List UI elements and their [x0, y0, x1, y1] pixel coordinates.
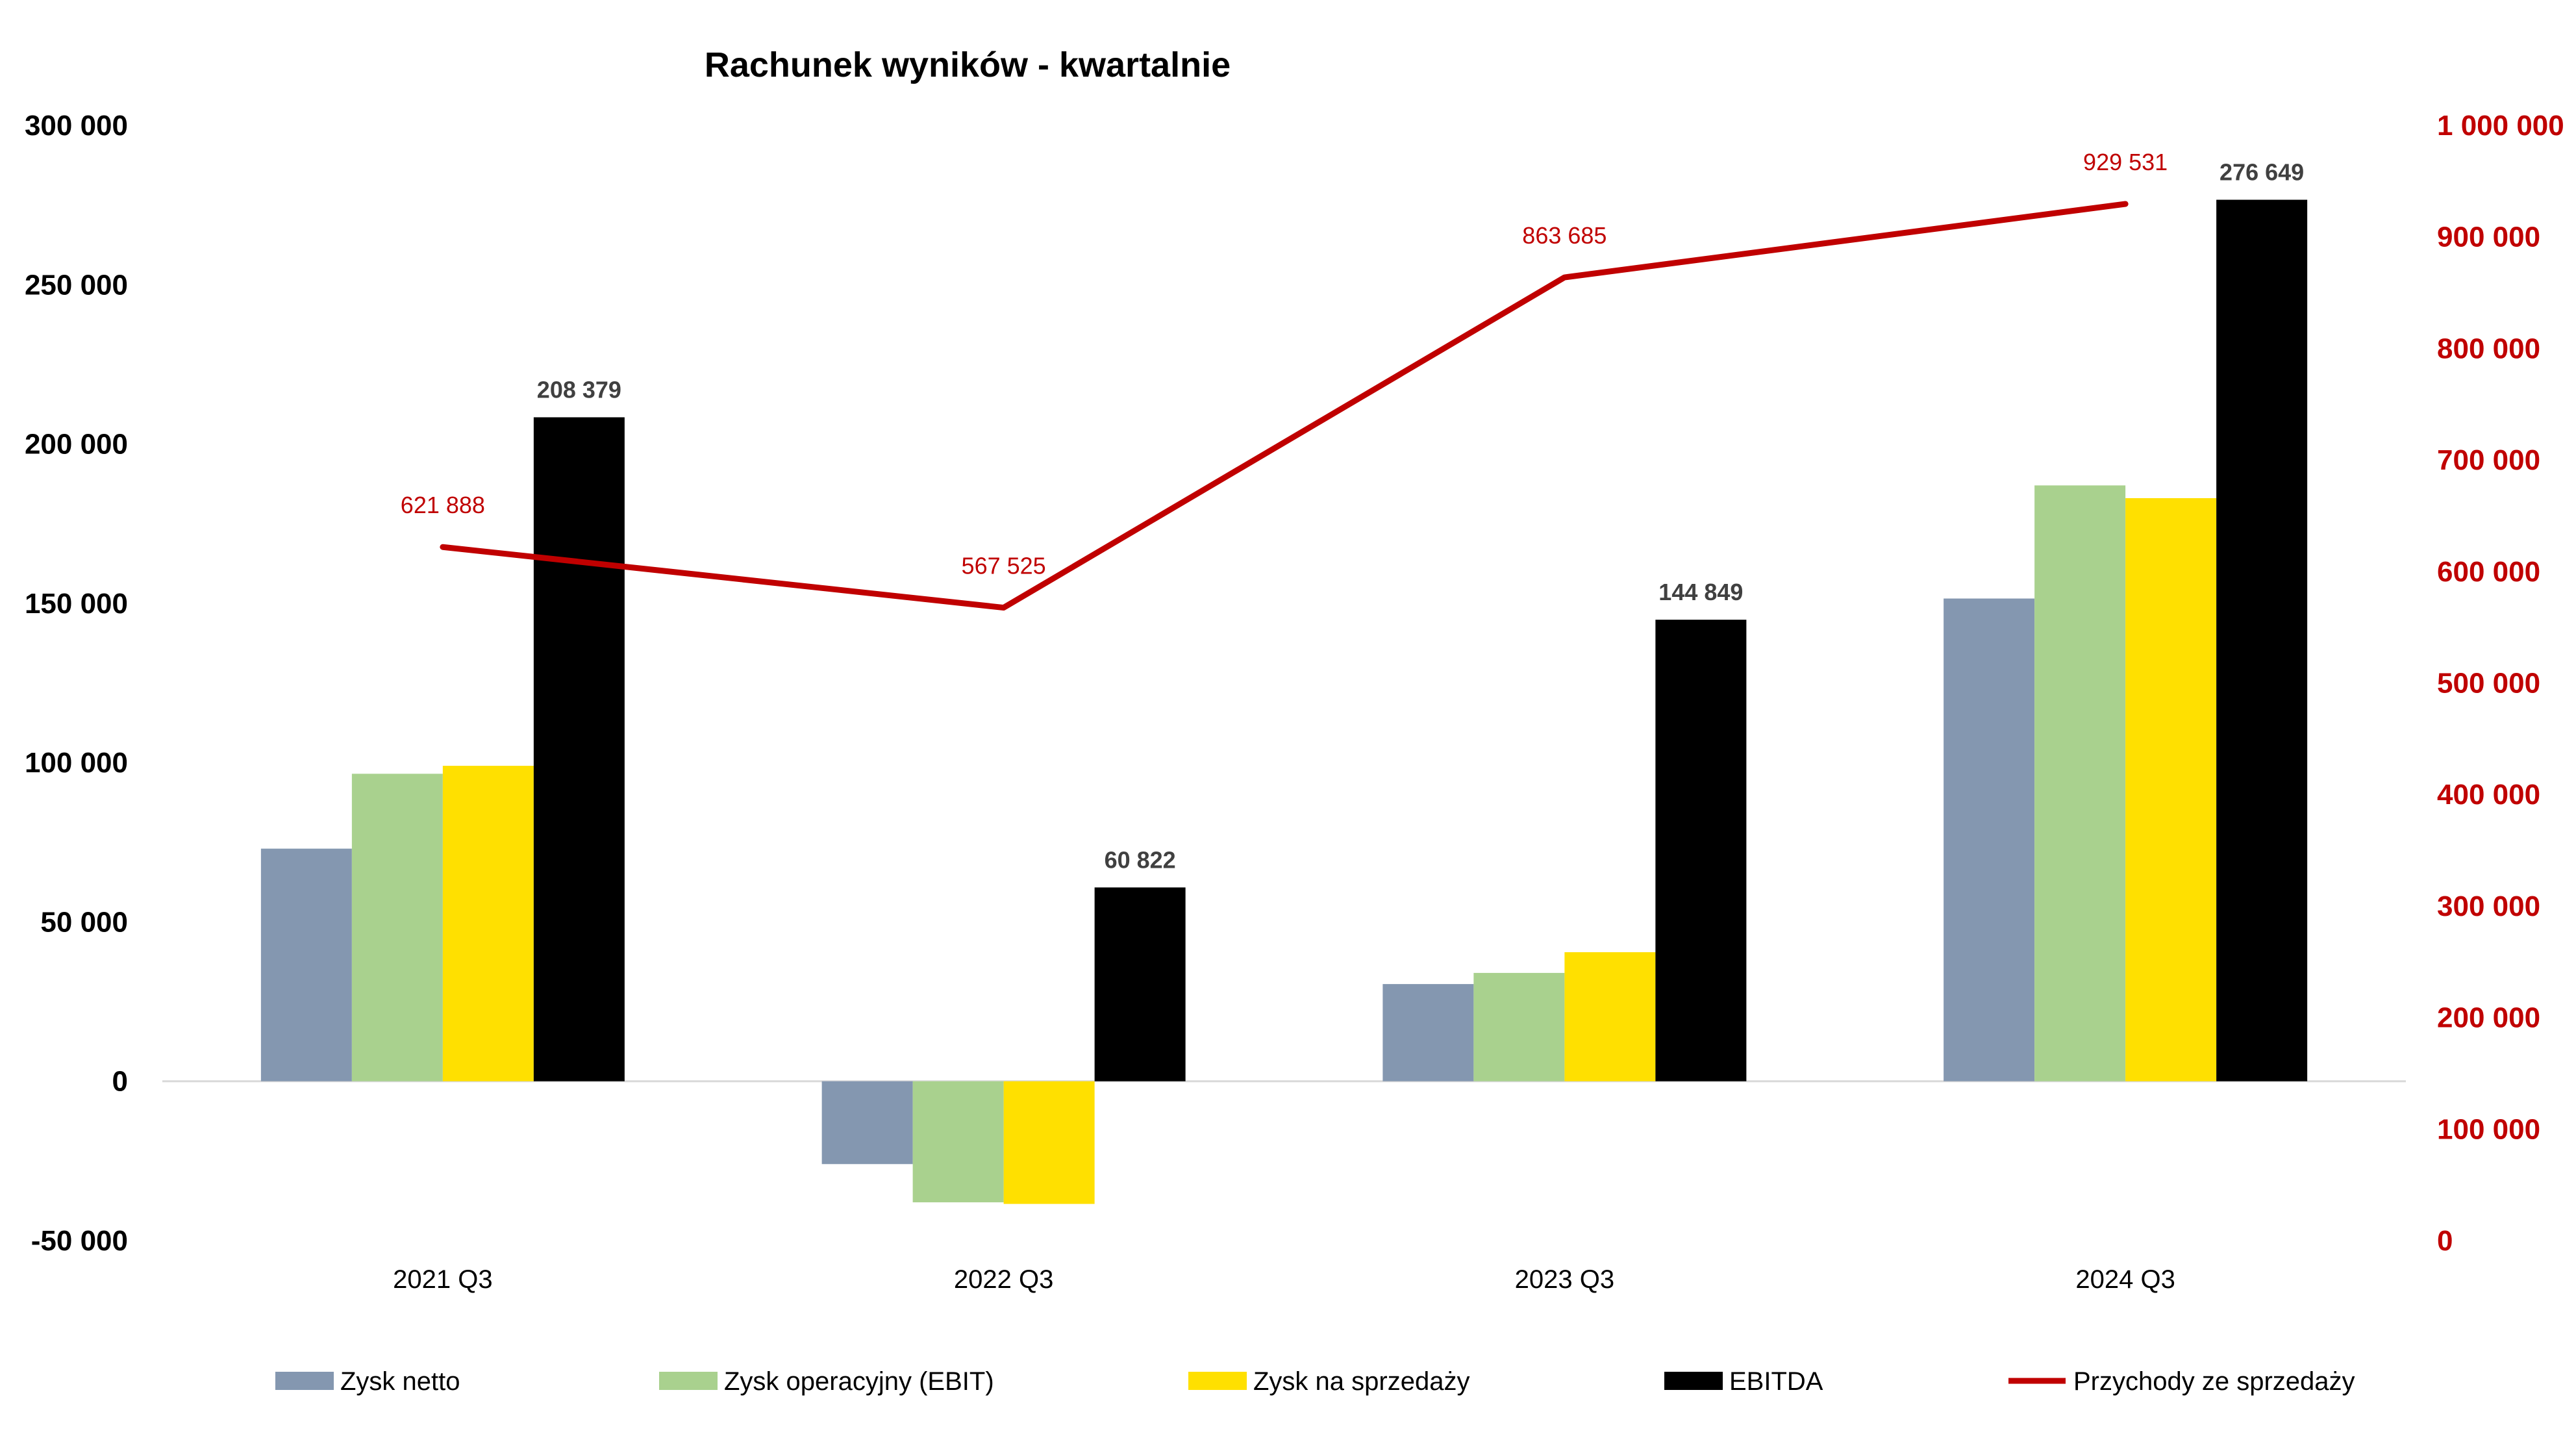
legend-swatch [1664, 1372, 1723, 1390]
y-right-tick-label: 900 000 [2437, 221, 2540, 253]
bar-zysk-netto [821, 1081, 913, 1165]
y-right-tick-label: 600 000 [2437, 556, 2540, 588]
y-right-tick-label: 300 000 [2437, 890, 2540, 922]
y-right-tick-label: 400 000 [2437, 779, 2540, 811]
y-right-tick-label: 200 000 [2437, 1002, 2540, 1034]
line-data-label: 567 525 [962, 553, 1046, 579]
line-data-label: 621 888 [401, 492, 485, 518]
revenue-line [440, 201, 2129, 611]
y-left-tick-label: 200 000 [25, 429, 128, 461]
y-left-tick-label: -50 000 [31, 1225, 128, 1257]
bar-ebitda [1094, 887, 1186, 1081]
y-right-tick-label: 100 000 [2437, 1113, 2540, 1145]
bar-zysk-netto [1944, 598, 2035, 1081]
y-left-tick-label: 250 000 [25, 269, 128, 301]
legend-label: Zysk operacyjny (EBIT) [724, 1367, 994, 1396]
bar-data-label: 276 649 [2220, 159, 2304, 186]
bar-zysk-na-sprzeda-y [1564, 952, 1656, 1081]
bar-zysk-netto [260, 848, 352, 1081]
data-labels: 208 379 60 822 144 849 276 649 621 888 567 52… [401, 149, 2304, 873]
y-left-tick-label: 150 000 [25, 588, 128, 620]
line-data-label: 863 685 [1522, 222, 1607, 249]
bar-data-label: 144 849 [1658, 579, 1743, 605]
bars [260, 199, 2308, 1204]
bar-zysk-operacyjny-ebit- [1473, 972, 1565, 1081]
bar-ebitda [1655, 620, 1747, 1081]
y-left-tick-label: 100 000 [25, 747, 128, 779]
x-tick-label: 2024 Q3 [2075, 1265, 2175, 1294]
legend-label: EBITDA [1729, 1367, 1823, 1396]
axes: 300 000 250 000 200 000 150 000 100 000 50 00… [25, 110, 2564, 1294]
bar-zysk-na-sprzeda-y [1003, 1081, 1095, 1204]
bar-ebitda [533, 417, 625, 1081]
x-tick-label: 2022 Q3 [954, 1265, 1053, 1294]
chart-title: Rachunek wyników - kwartalnie [705, 45, 1231, 84]
bar-zysk-na-sprzeda-y [442, 766, 534, 1081]
bar-data-label: 60 822 [1105, 846, 1176, 873]
x-tick-label: 2021 Q3 [393, 1265, 492, 1294]
bar-data-label: 208 379 [537, 376, 621, 403]
y-right-tick-label: 1 000 000 [2437, 110, 2564, 142]
line-data-label: 929 531 [2083, 149, 2168, 175]
legend-label: Przychody ze sprzedaży [2073, 1367, 2355, 1396]
bar-zysk-na-sprzeda-y [2125, 498, 2217, 1081]
bar-zysk-netto [1382, 984, 1474, 1081]
x-tick-label: 2023 Q3 [1515, 1265, 1614, 1294]
y-left-tick-label: 0 [112, 1066, 128, 1098]
legend: Zysk netto Zysk operacyjny (EBIT) Zysk na … [275, 1367, 2355, 1396]
legend-swatch [275, 1372, 334, 1390]
y-left-tick-label: 300 000 [25, 110, 128, 142]
bar-ebitda [2216, 199, 2308, 1081]
bar-zysk-operacyjny-ebit- [912, 1081, 1004, 1203]
y-right-tick-label: 700 000 [2437, 444, 2540, 476]
bar-zysk-operacyjny-ebit- [2034, 485, 2126, 1081]
legend-swatch [1188, 1372, 1247, 1390]
y-right-tick-label: 800 000 [2437, 333, 2540, 364]
y-left-tick-label: 50 000 [40, 906, 128, 938]
legend-label: Zysk na sprzedaży [1253, 1367, 1469, 1396]
revenue-series-line [440, 201, 2129, 611]
y-right-tick-label: 0 [2437, 1225, 2453, 1257]
legend-swatch [659, 1372, 718, 1390]
legend-label: Zysk netto [340, 1367, 460, 1396]
y-right-tick-label: 500 000 [2437, 668, 2540, 700]
bar-zysk-operacyjny-ebit- [351, 774, 443, 1081]
